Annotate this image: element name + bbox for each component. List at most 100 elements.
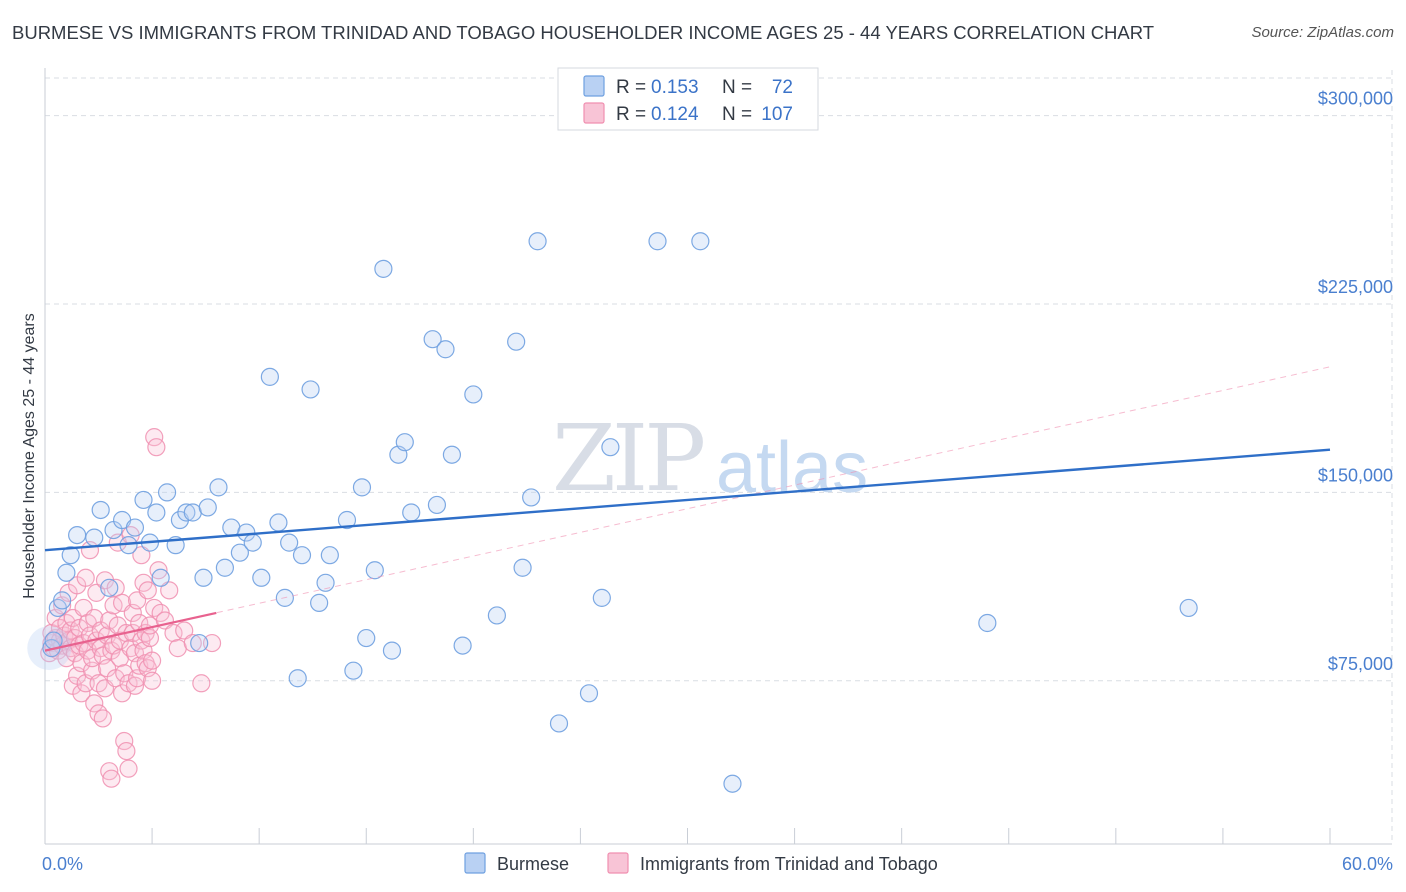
burmese-point — [344, 661, 363, 680]
burmese-point — [134, 490, 153, 510]
legend-r-value-2: 0.124 — [651, 104, 699, 125]
trinidad-point — [70, 618, 89, 638]
burmese-point — [269, 513, 288, 532]
burmese-point — [978, 613, 997, 633]
burmese-point — [427, 495, 447, 515]
burmese-point — [215, 558, 234, 577]
burmese-point — [507, 332, 526, 351]
burmese-point — [209, 478, 228, 497]
trinidad-point — [100, 611, 119, 630]
trinidad-trend-line — [44, 611, 217, 652]
watermark-zip: ZIP — [552, 405, 703, 512]
bottom-legend-trinidad: Immigrants from Trinidad and Tobago — [640, 854, 938, 874]
burmese-point — [310, 593, 329, 612]
series-legend: Burmese Immigrants from Trinidad and Tob… — [464, 852, 938, 874]
bottom-legend-burmese: Burmese — [497, 854, 569, 874]
y-tick-label-1: $150,000 — [1318, 465, 1393, 485]
bottom-legend-swatch-trinidad — [607, 852, 629, 874]
legend-r-label-2: R = — [616, 104, 646, 125]
legend-n-label-2: N = — [722, 104, 752, 125]
burmese-point — [382, 641, 402, 660]
burmese-point — [691, 232, 710, 251]
burmese-point — [147, 503, 166, 522]
burmese-point — [125, 518, 145, 537]
legend-swatch-burmese — [583, 75, 605, 97]
trinidad-point — [149, 561, 168, 580]
burmese-point — [487, 606, 506, 625]
y-tick-label-3: $300,000 — [1318, 89, 1393, 109]
burmese-point — [100, 578, 119, 597]
burmese-trend-line — [44, 448, 1331, 552]
burmese-point — [243, 533, 262, 552]
burmese-point — [528, 232, 547, 251]
legend-r-label-1: R = — [616, 77, 646, 98]
burmese-point — [579, 684, 599, 703]
burmese-point — [402, 503, 421, 522]
legend-n-label-1: N = — [722, 77, 752, 98]
trend-lines — [44, 366, 1331, 652]
burmese-point — [374, 259, 393, 278]
trinidad-point — [130, 613, 149, 633]
burmese-point — [648, 232, 667, 251]
burmese-point — [723, 774, 742, 793]
burmese-point — [292, 546, 312, 565]
burmese-point — [260, 367, 279, 386]
trinidad-point — [117, 741, 136, 761]
burmese-point — [1179, 598, 1198, 618]
x-axis-tick-labels: 0.0% 60.0% — [42, 854, 1393, 874]
burmese-point — [230, 543, 249, 562]
burmese-point — [357, 628, 376, 648]
trinidad-point — [175, 621, 194, 640]
trinidad-point — [119, 759, 138, 778]
trinidad-point — [138, 581, 157, 600]
burmese-point — [549, 714, 569, 733]
trinidad-point — [142, 651, 162, 670]
watermark: ZIP atlas — [552, 405, 868, 512]
burmese-point — [194, 568, 213, 587]
x-tick-label-0: 0.0% — [42, 854, 83, 874]
burmese-point — [316, 573, 335, 592]
burmese-point — [592, 588, 611, 607]
burmese-point — [395, 433, 414, 452]
trinidad-point — [72, 684, 91, 703]
burmese-point — [365, 561, 384, 580]
burmese-point — [68, 525, 87, 545]
source-credit: Source: ZipAtlas.com — [1251, 24, 1394, 41]
trinidad-point — [102, 769, 121, 788]
trinidad-point — [85, 694, 104, 713]
burmese-point — [320, 546, 339, 565]
burmese-point — [91, 500, 110, 520]
y-axis-tick-labels: $75,000 $150,000 $225,000 $300,000 — [1318, 89, 1393, 674]
legend-swatch-trinidad — [583, 102, 605, 124]
trinidad-point — [140, 628, 160, 648]
trinidad-point — [183, 633, 202, 653]
trinidad-point — [93, 709, 112, 728]
grid-lines — [45, 70, 1393, 844]
burmese-point — [53, 591, 72, 610]
axes — [44, 68, 1392, 845]
burmese-point — [601, 438, 620, 457]
trinidad-point — [202, 633, 222, 653]
burmese-point — [190, 633, 209, 653]
burmese-point — [436, 340, 455, 359]
bottom-legend-swatch-burmese — [464, 852, 486, 874]
burmese-point — [337, 510, 357, 530]
burmese-point — [442, 445, 462, 464]
burmese-point — [301, 380, 320, 399]
burmese-point — [280, 533, 299, 552]
burmese-point — [522, 488, 541, 507]
burmese-points — [27, 232, 1198, 793]
trinidad-point — [164, 623, 183, 643]
burmese-point — [453, 636, 472, 655]
legend-r-value-1: 0.153 — [651, 77, 699, 98]
burmese-point — [85, 528, 104, 547]
trinidad-point — [132, 546, 151, 565]
burmese-point — [423, 330, 442, 349]
burmese-point — [513, 558, 532, 577]
burmese-point — [352, 478, 372, 497]
trinidad-point — [160, 581, 179, 600]
trinidad-point — [76, 568, 95, 587]
burmese-point — [288, 669, 307, 688]
burmese-point — [151, 568, 170, 587]
